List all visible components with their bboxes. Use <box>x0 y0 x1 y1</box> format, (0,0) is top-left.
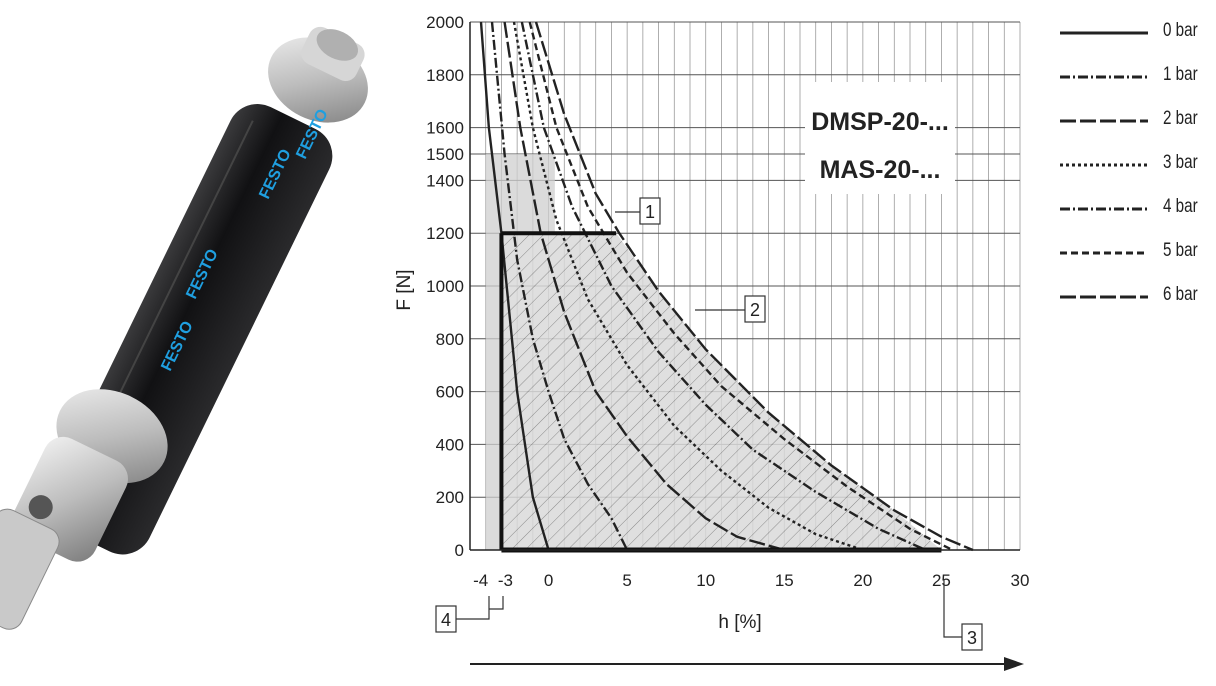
title-box <box>805 82 955 194</box>
operating-range-region <box>501 233 942 550</box>
legend-label: 2 bar <box>1163 108 1198 129</box>
curve-5-bar <box>528 21 953 552</box>
x-tick-label: 25 <box>932 571 951 590</box>
legend-swatch <box>1060 119 1148 123</box>
y-tick-label: 1800 <box>426 66 464 85</box>
y-tick-label: 200 <box>436 488 464 507</box>
legend-item: 3 bar <box>1060 152 1210 178</box>
callout-label-3: 3 <box>967 628 977 648</box>
legend-item: 4 bar <box>1060 196 1210 222</box>
direction-arrow <box>470 657 1024 671</box>
x-tick-label: 15 <box>775 571 794 590</box>
legend-item: 1 bar <box>1060 64 1210 90</box>
x-tick-label: 20 <box>853 571 872 590</box>
x-tick-label: 0 <box>544 571 553 590</box>
callout-box-2 <box>744 295 766 323</box>
y-tick-label: 2000 <box>426 13 464 32</box>
top-fitting <box>268 26 368 123</box>
callout-leader-4b <box>489 596 504 610</box>
curve-6-bar <box>534 21 974 552</box>
callout-leader-4a <box>456 596 490 620</box>
callout-label-1: 1 <box>645 202 655 222</box>
y-axis-label: F [N] <box>394 269 415 310</box>
curve-0-bar <box>479 21 550 551</box>
legend-swatch <box>1060 207 1148 211</box>
legend-item: 0 bar <box>1060 20 1210 46</box>
legend-label: 0 bar <box>1163 20 1198 41</box>
operating-regions <box>485 154 942 550</box>
legend-label: 1 bar <box>1163 64 1198 85</box>
axes <box>469 22 1020 551</box>
y-tick-label: 400 <box>436 435 464 454</box>
y-tick-label: 600 <box>436 383 464 402</box>
x-tick-label: -4 <box>473 571 488 590</box>
x-tick-label: 30 <box>1011 571 1030 590</box>
y-tick-label: 1200 <box>426 224 464 243</box>
y-tick-label: 1000 <box>426 277 464 296</box>
legend-item: 6 bar <box>1060 284 1210 310</box>
curve-3-bar <box>512 21 864 552</box>
legend-label: 4 bar <box>1163 196 1198 217</box>
y-tick-label: 1500 <box>426 145 464 164</box>
curve-2-bar <box>503 21 785 552</box>
legend-item: 2 bar <box>1060 108 1210 134</box>
legend-label: 3 bar <box>1163 152 1198 173</box>
chart-title-line-1: DMSP-20-... <box>811 108 949 136</box>
legend-item: 5 bar <box>1060 240 1210 266</box>
y-tick-label: 1400 <box>426 171 464 190</box>
chart-title-line-2: MAS-20-... <box>820 156 941 184</box>
product-image: FESTO FESTO FESTO FESTO <box>0 26 368 630</box>
legend-swatch <box>1060 295 1148 299</box>
x-axis-label: h [%] <box>718 612 761 633</box>
legend-swatch <box>1060 251 1148 255</box>
y-tick-label: 0 <box>455 541 464 560</box>
legend-label: 6 bar <box>1163 284 1198 305</box>
bottom-fitting <box>0 389 168 630</box>
tick-labels: 0200400600800100012001400150016001800200… <box>426 13 1029 590</box>
legend: 0 bar 1 bar 2 bar 3 bar 4 bar 5 bar 6 bar <box>1060 20 1210 330</box>
legend-swatch <box>1060 31 1148 35</box>
callout-box-1 <box>639 197 661 225</box>
legend-label: 5 bar <box>1163 240 1198 261</box>
force-displacement-chart: 0200400600800100012001400150016001800200… <box>394 13 1029 671</box>
callout-label-4: 4 <box>441 610 451 630</box>
legend-swatch <box>1060 163 1148 167</box>
curve-1-bar <box>490 21 629 551</box>
callout-leader-3 <box>943 580 962 638</box>
y-tick-label: 1600 <box>426 119 464 138</box>
x-tick-label: 10 <box>696 571 715 590</box>
curve-4-bar <box>520 21 927 552</box>
x-tick-label: -3 <box>498 571 513 590</box>
x-tick-label: 5 <box>622 571 631 590</box>
callout-label-2: 2 <box>750 300 760 320</box>
callouts: 1 2 3 4 <box>435 197 983 651</box>
legend-swatch <box>1060 75 1148 79</box>
y-tick-label: 800 <box>436 330 464 349</box>
